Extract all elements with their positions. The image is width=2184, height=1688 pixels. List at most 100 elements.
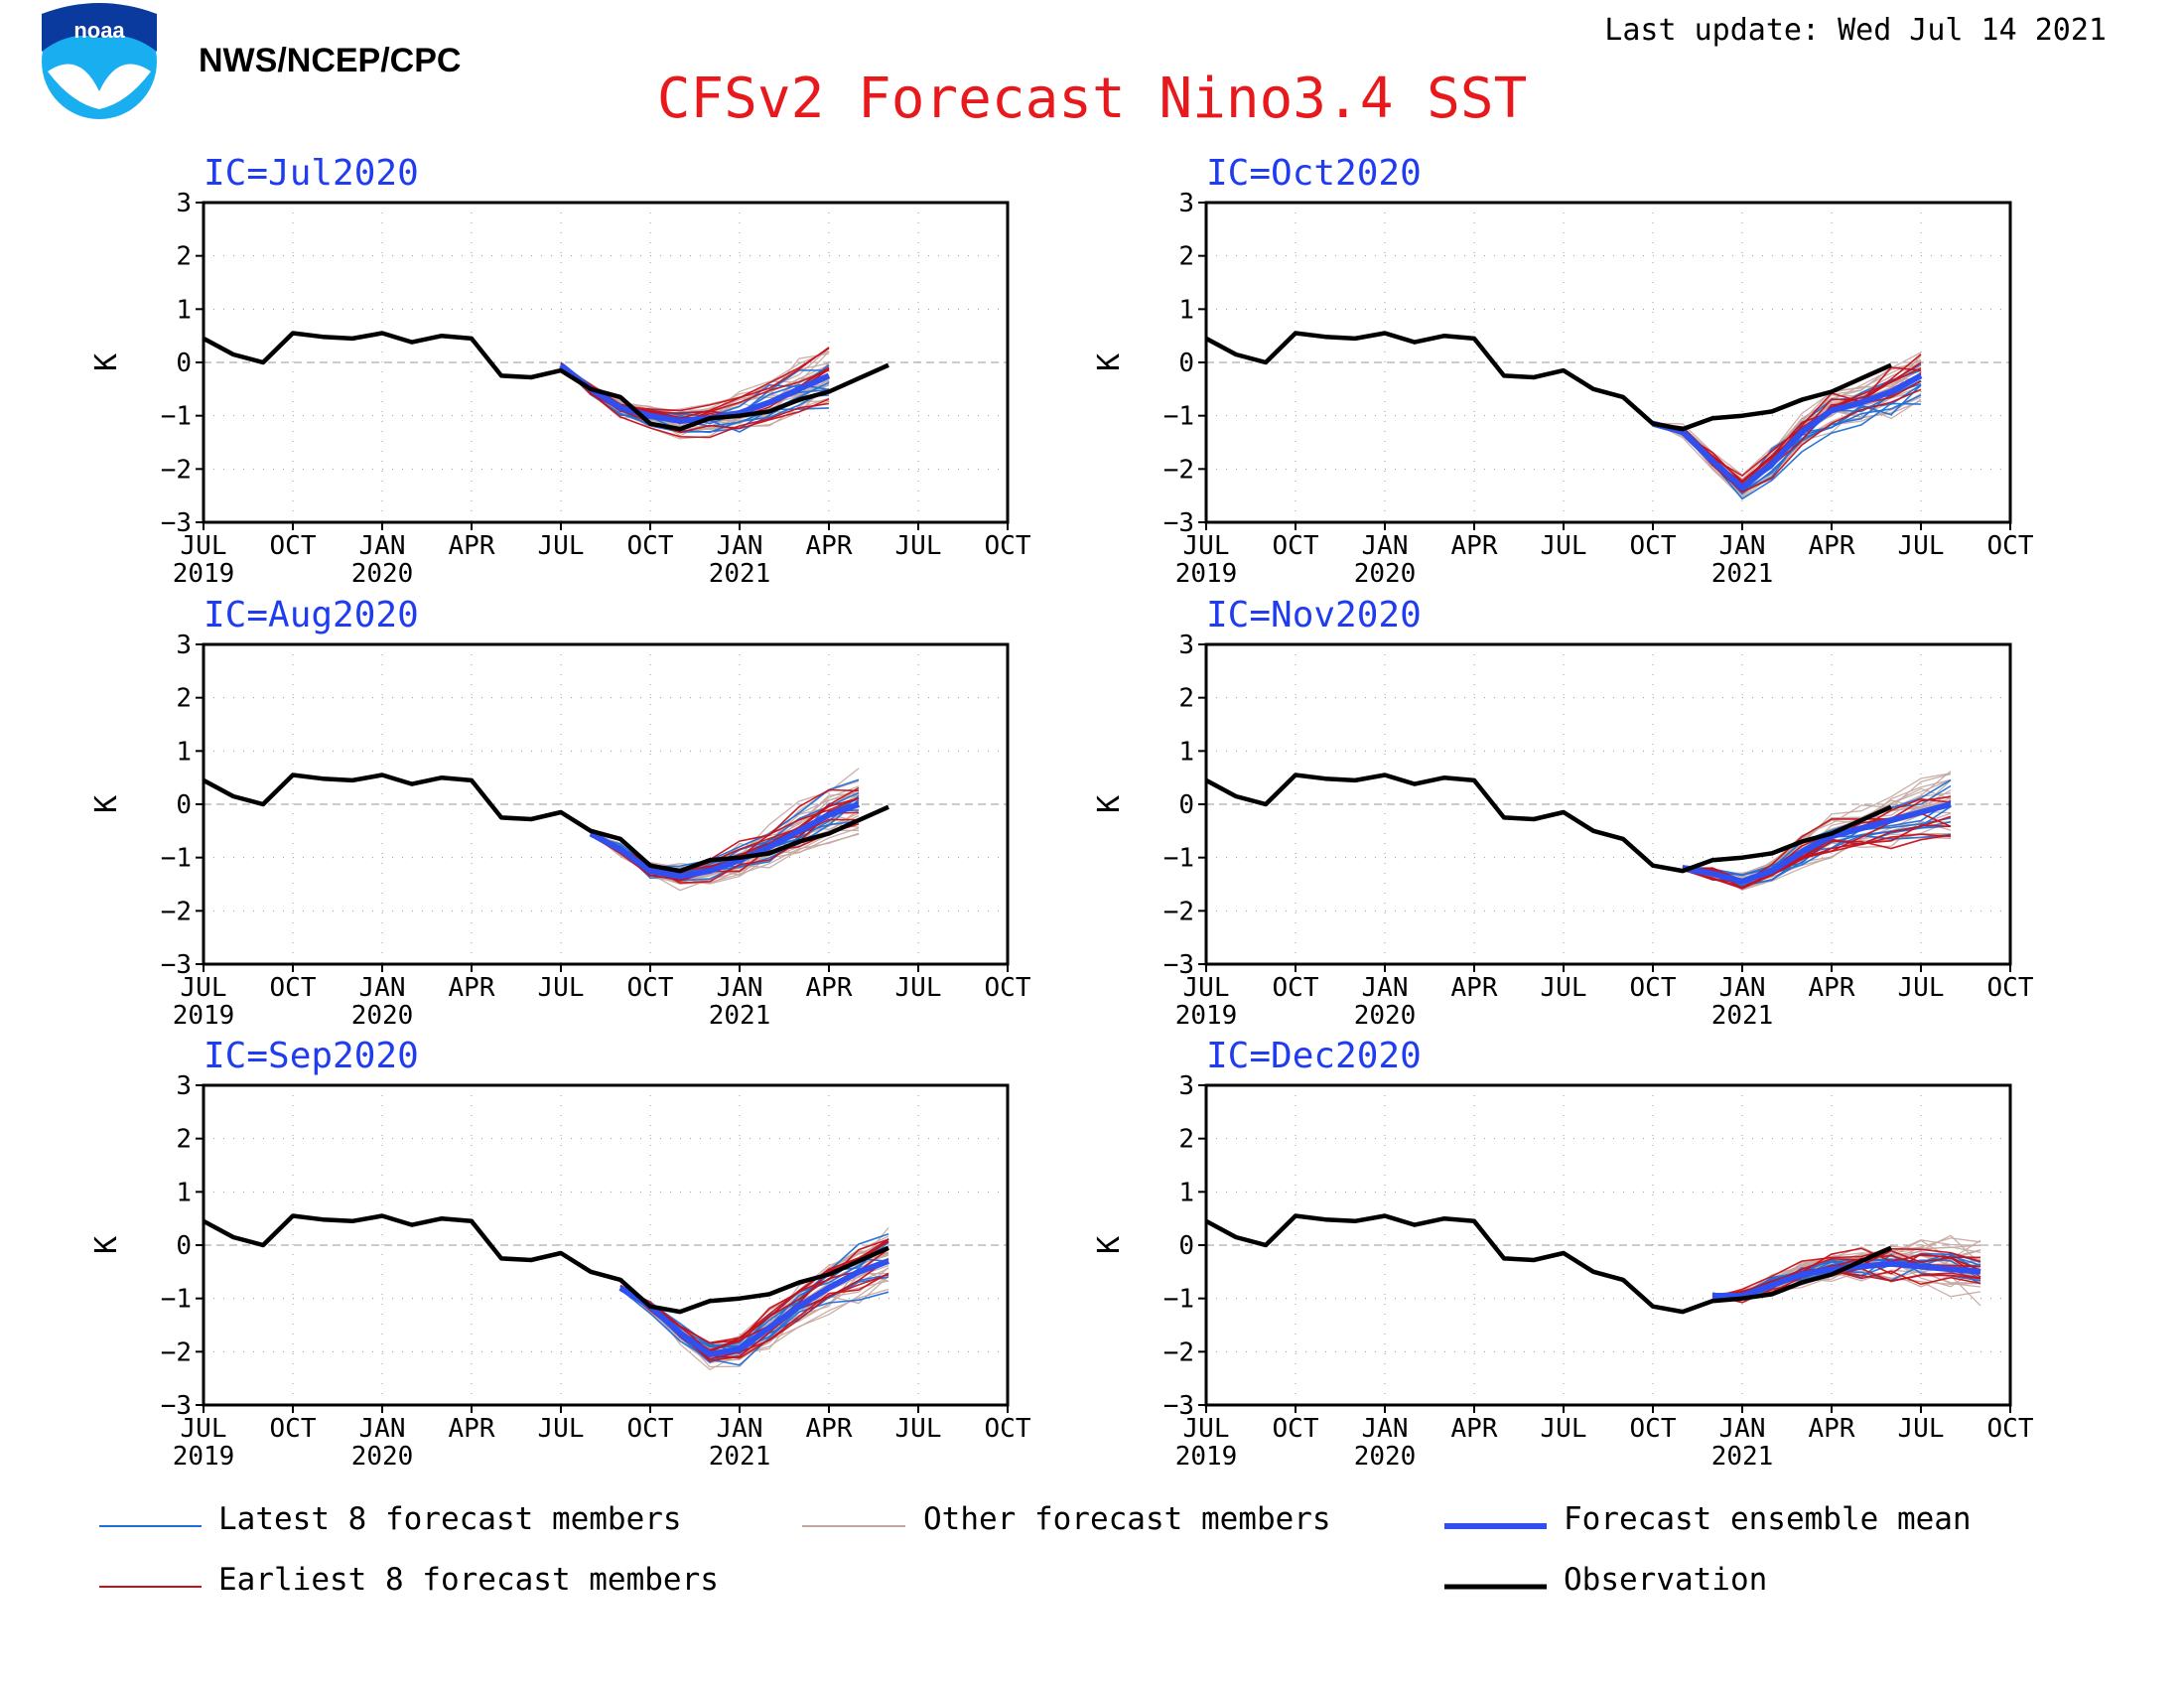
x-tick-label: JUL: [895, 531, 942, 561]
panel-title: IC=Sep2020: [204, 1036, 419, 1076]
y-tick-label: 0: [176, 1231, 192, 1261]
panel-title: IC=Aug2020: [204, 595, 419, 635]
x-tick-label: JAN: [1362, 531, 1409, 561]
y-tick-label: 0: [176, 349, 192, 378]
observation-line: [202, 773, 889, 874]
y-tick-label: 3: [1178, 1071, 1194, 1101]
x-tick-label: JAN: [359, 973, 406, 1003]
x-tick-label: OCT: [1630, 973, 1677, 1003]
ensemble-mean-line: [589, 801, 861, 880]
earliest-member-line: [560, 363, 830, 439]
x-tick-label: JAN: [1719, 531, 1766, 561]
x-tick-label: OCT: [270, 531, 317, 561]
ensemble-mean-line: [618, 1258, 890, 1357]
x-year-label: 2020: [1354, 559, 1417, 589]
panel-title: IC=Jul2020: [204, 153, 419, 194]
y-tick-label: −3: [1163, 508, 1194, 538]
x-tick-label: OCT: [627, 1414, 674, 1444]
x-tick-label: APR: [806, 531, 853, 561]
other-member-line: [1652, 353, 1922, 485]
other-member-line: [619, 1275, 889, 1371]
y-tick-label: 2: [1178, 684, 1194, 714]
y-tick-label: −2: [161, 1337, 192, 1367]
x-tick-label: OCT: [627, 531, 674, 561]
y-tick-label: −1: [1163, 1285, 1194, 1315]
y-tick-label: −3: [161, 1391, 192, 1421]
x-year-label: 2019: [173, 559, 235, 589]
x-tick-label: JUL: [1898, 1414, 1945, 1444]
x-year-label: 2020: [351, 1442, 414, 1472]
observation-line: [1204, 331, 1892, 432]
noaa-logo-top: [42, 3, 157, 52]
x-tick-label: JAN: [359, 1414, 406, 1444]
y-tick-label: 2: [1178, 1125, 1194, 1155]
y-tick-label: 1: [1178, 737, 1194, 767]
ensemble-mean-line: [1682, 801, 1952, 885]
x-tick-label: OCT: [627, 973, 674, 1003]
x-tick-label: OCT: [270, 1414, 317, 1444]
x-year-label: 2019: [1175, 559, 1238, 589]
y-tick-label: 2: [176, 242, 192, 272]
agency-label: NWS/NCEP/CPC: [199, 42, 461, 79]
x-tick-label: OCT: [1273, 531, 1319, 561]
x-tick-label: JAN: [717, 1414, 763, 1444]
x-year-label: 2019: [1175, 1442, 1238, 1472]
x-tick-label: JAN: [717, 531, 763, 561]
observation-line: [1204, 773, 1892, 874]
observation-line: [1204, 1213, 1892, 1315]
y-tick-label: 1: [1178, 295, 1194, 325]
x-year-label: 2021: [1711, 1442, 1774, 1472]
y-tick-label: −2: [1163, 897, 1194, 926]
y-tick-label: 3: [176, 189, 192, 218]
y-tick-label: 2: [1178, 242, 1194, 272]
x-tick-label: OCT: [985, 531, 1031, 561]
y-tick-label: −1: [1163, 844, 1194, 874]
noaa-logo: noaa: [42, 3, 157, 119]
x-year-label: 2019: [173, 1442, 235, 1472]
x-tick-label: JUL: [895, 973, 942, 1003]
legend-earliest-label: Earliest 8 forecast members: [218, 1562, 719, 1598]
x-year-label: 2020: [351, 559, 414, 589]
x-tick-label: JAN: [359, 531, 406, 561]
x-tick-label: APR: [806, 973, 853, 1003]
x-tick-label: JUL: [895, 1414, 942, 1444]
ensemble-mean-line: [1652, 372, 1923, 492]
noaa-logo-text: noaa: [73, 18, 125, 43]
x-year-label: 2021: [709, 1001, 771, 1031]
latest-member-line: [619, 1288, 889, 1366]
y-tick-label: −2: [161, 455, 192, 485]
x-tick-label: JUL: [538, 973, 585, 1003]
latest-member-line: [1682, 778, 1952, 877]
x-tick-label: APR: [449, 973, 495, 1003]
y-tick-label: −2: [1163, 1337, 1194, 1367]
y-tick-label: −3: [1163, 1391, 1194, 1421]
y-tick-label: 3: [1178, 631, 1194, 660]
y-tick-label: −1: [161, 844, 192, 874]
y-tick-label: −3: [161, 950, 192, 980]
y-tick-label: 0: [1178, 790, 1194, 820]
y-tick-label: 0: [1178, 349, 1194, 378]
earliest-member-line: [1652, 353, 1922, 485]
y-tick-label: 2: [176, 1125, 192, 1155]
earliest-member-line: [1711, 1247, 1981, 1299]
x-tick-label: APR: [806, 1414, 853, 1444]
figure-title: CFSv2 Forecast Nino3.4 SST: [657, 67, 1528, 131]
x-tick-label: APR: [1451, 973, 1498, 1003]
y-tick-label: −1: [161, 1285, 192, 1315]
x-tick-label: JUL: [1541, 531, 1587, 561]
y-tick-label: 3: [176, 1071, 192, 1101]
x-tick-label: OCT: [985, 1414, 1031, 1444]
y-tick-label: 3: [1178, 189, 1194, 218]
x-tick-label: JUL: [1898, 973, 1945, 1003]
x-year-label: 2021: [709, 1442, 771, 1472]
x-tick-label: APR: [1451, 1414, 1498, 1444]
y-tick-label: −3: [161, 508, 192, 538]
other-member-line: [1652, 364, 1922, 482]
x-year-label: 2019: [173, 1001, 235, 1031]
y-axis-label: K: [89, 353, 124, 371]
